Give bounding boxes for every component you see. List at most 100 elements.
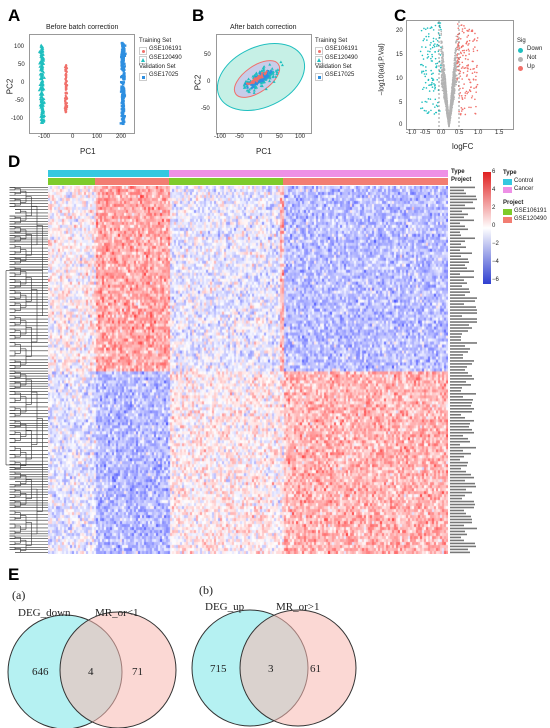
scatter-point <box>120 61 123 65</box>
panel-c-xtick: 0.0 <box>437 130 446 136</box>
volcano-point <box>457 65 459 68</box>
panel-a-xtick: 0 <box>71 134 75 140</box>
scatter-point <box>252 91 256 94</box>
volcano-point <box>443 83 446 86</box>
panel-c-ytick: 10 <box>396 76 403 82</box>
scatter-point <box>259 78 262 81</box>
volcano-point <box>443 65 445 68</box>
volcano-point <box>471 72 474 75</box>
volcano-point <box>476 83 479 86</box>
panel-b-legend-training-title: Training Set <box>315 38 348 44</box>
volcano-point <box>430 57 432 60</box>
volcano-point <box>455 70 457 72</box>
scatter-point <box>275 72 279 75</box>
gene-label-mark <box>450 479 465 482</box>
volcano-point <box>462 54 464 57</box>
volcano-point <box>423 109 426 112</box>
volcano-point <box>432 90 435 92</box>
volcano-point <box>439 54 442 56</box>
volcano-point <box>434 111 437 114</box>
panel-c-legend-item: Down <box>527 46 543 52</box>
scatter-point <box>65 105 68 108</box>
scatter-point <box>40 88 44 92</box>
volcano-point <box>454 76 456 79</box>
gene-label-mark <box>450 393 476 395</box>
volcano-point <box>454 83 456 86</box>
volcano-point <box>434 84 436 86</box>
scale-tick: −4 <box>492 259 499 265</box>
gene-label-mark <box>450 515 471 518</box>
volcano-point <box>425 87 428 89</box>
legend-swatch-control <box>503 179 512 185</box>
panel-b-legend-item: GSE120490 <box>325 55 358 61</box>
scatter-point <box>247 77 251 81</box>
scatter-point <box>41 103 45 107</box>
volcano-point <box>425 73 428 75</box>
venn-b-right-label: MR_or>1 <box>276 601 320 613</box>
volcano-point <box>423 86 425 89</box>
scatter-point <box>39 99 43 103</box>
panel-b-xtick: 100 <box>295 134 306 140</box>
scale-tick: −2 <box>492 241 499 247</box>
gene-label-mark <box>450 482 475 485</box>
volcano-point <box>442 75 445 77</box>
volcano-point <box>424 46 427 49</box>
volcano-point <box>441 69 443 71</box>
volcano-point <box>448 121 451 124</box>
scatter-point <box>122 81 126 84</box>
venn-a-left-label: DEG_down <box>18 607 71 619</box>
volcano-point <box>440 60 443 62</box>
scale-tick: 4 <box>492 187 496 193</box>
scatter-point <box>245 84 249 87</box>
volcano-point <box>433 113 436 115</box>
gene-label-mark <box>450 186 475 189</box>
scatter-point <box>123 92 126 95</box>
volcano-point <box>463 67 466 70</box>
volcano-point <box>459 56 462 59</box>
volcano-point <box>441 40 443 43</box>
volcano-point <box>441 64 444 67</box>
gene-label-mark <box>450 276 474 278</box>
volcano-point <box>447 112 449 115</box>
gene-label-mark <box>450 300 475 302</box>
volcano-point <box>463 107 466 110</box>
scatter-point <box>123 47 126 51</box>
volcano-point <box>465 42 468 45</box>
gene-label-mark <box>450 363 472 365</box>
gene-label-mark <box>450 306 476 308</box>
scatter-point <box>251 86 254 89</box>
volcano-point <box>475 91 477 93</box>
volcano-point <box>456 53 459 55</box>
panel-d-dendrogram <box>5 187 48 553</box>
volcano-point <box>439 110 441 112</box>
volcano-point <box>473 71 476 73</box>
gene-label-mark <box>450 261 469 263</box>
legend-swatch-project-b <box>503 217 512 223</box>
scatter-point <box>40 82 45 86</box>
volcano-point <box>463 49 465 52</box>
volcano-point <box>447 106 449 109</box>
scatter-point <box>40 50 44 53</box>
scatter-point <box>121 50 124 53</box>
annotation-project-b <box>283 178 448 185</box>
volcano-point <box>467 30 470 32</box>
volcano-point <box>440 28 442 31</box>
scatter-point <box>121 122 125 126</box>
panel-a-ytick: -100 <box>11 116 24 122</box>
volcano-point <box>430 69 432 72</box>
gene-label-mark <box>450 255 461 258</box>
volcano-point <box>430 73 433 75</box>
gene-label-mark <box>450 536 461 539</box>
gene-label-mark <box>450 461 468 464</box>
gene-label-mark <box>450 207 475 210</box>
volcano-point <box>463 25 465 27</box>
scatter-point <box>123 62 126 66</box>
panel-d-legend-type-title: Type <box>503 170 517 176</box>
volcano-point <box>451 102 453 104</box>
scatter-point <box>268 63 272 66</box>
volcano-point <box>435 104 438 107</box>
volcano-point <box>450 102 452 105</box>
volcano-point <box>459 75 462 77</box>
volcano-point <box>432 44 435 47</box>
panel-label-e: E <box>8 565 20 584</box>
